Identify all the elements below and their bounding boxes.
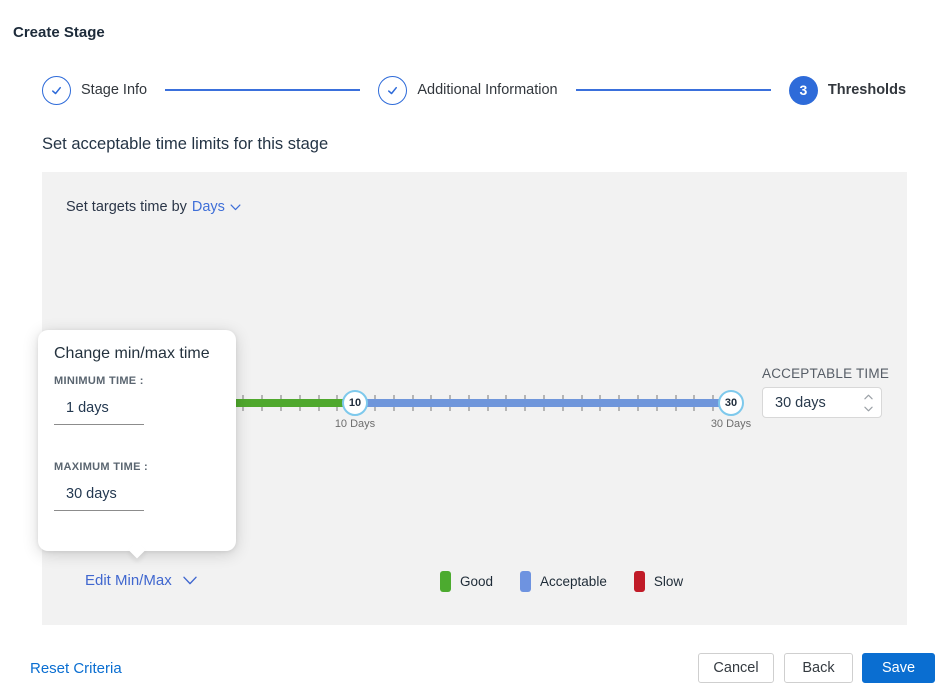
maximum-time-input[interactable] [54,486,144,511]
chevron-down-icon [230,203,241,210]
slider-track-acceptable [355,399,731,407]
acceptable-time-input[interactable] [763,388,859,417]
slider-max-day-label: 30 Days [710,418,752,430]
step-thresholds[interactable]: 3 Thresholds [788,75,907,105]
step-complete-icon [42,75,71,105]
acceptable-time-label: ACCEPTABLE TIME [762,366,890,381]
good-swatch [440,571,451,592]
step-complete-icon [378,75,408,105]
legend-label: Good [460,574,494,589]
section-subtitle: Set acceptable time limits for this stag… [42,135,329,153]
step-connector [575,89,771,91]
slider-handle-min[interactable]: 10 [342,390,368,416]
minimum-time-input[interactable] [54,400,144,425]
step-connector [165,89,361,91]
reset-criteria-link[interactable]: Reset Criteria [30,660,122,677]
unit-dropdown-value: Days [191,199,225,215]
slider-handle-max[interactable]: 30 [718,390,744,416]
spinner-up-icon[interactable] [861,390,875,403]
slider-min-day-label: 10 Days [334,418,376,430]
edit-minmax-label: Edit Min/Max [85,572,172,589]
popup-title: Change min/max time [54,345,210,362]
legend-label: Acceptable [540,574,607,589]
step-additional-information[interactable]: Additional Information [378,75,558,105]
save-button[interactable]: Save [862,653,935,683]
step-label: Additional Information [417,82,558,98]
cancel-button[interactable]: Cancel [698,653,774,683]
check-icon [52,86,61,94]
change-minmax-popup: Change min/max time MINIMUM TIME : MAXIM… [38,330,236,559]
slow-swatch [633,571,645,592]
time-range-slider: 10 30 [186,389,744,417]
legend-item-slow: Slow [633,571,684,592]
maximum-time-label: MAXIMUM TIME : [54,461,149,473]
edit-minmax-toggle[interactable]: Edit Min/Max [85,572,197,589]
legend-item-good: Good [440,571,493,592]
acceptable-swatch [520,571,532,592]
page-title: Create Stage [13,24,105,41]
slider-legend: Good Acceptable Slow [440,571,710,592]
back-button[interactable]: Back [784,653,853,683]
acceptable-time-stepper [762,387,882,418]
legend-label: Slow [653,574,684,589]
spinner-down-icon[interactable] [861,402,875,415]
set-targets-label: Set targets time by [66,199,187,215]
step-label: Stage Info [81,82,148,98]
step-number-badge: 3 [788,75,818,105]
step-label: Thresholds [827,82,907,98]
legend-item-acceptable: Acceptable [520,571,607,592]
step-stage-info[interactable]: Stage Info [42,75,148,105]
slider-track-good [186,399,355,407]
minimum-time-label: MINIMUM TIME : [54,375,144,387]
set-targets-row: Set targets time by Days [66,199,241,215]
check-icon [388,86,398,94]
unit-dropdown[interactable]: Days [192,199,241,215]
chevron-down-icon [183,576,197,585]
wizard-stepper: Stage Info Additional Information 3 Thre… [42,75,906,105]
